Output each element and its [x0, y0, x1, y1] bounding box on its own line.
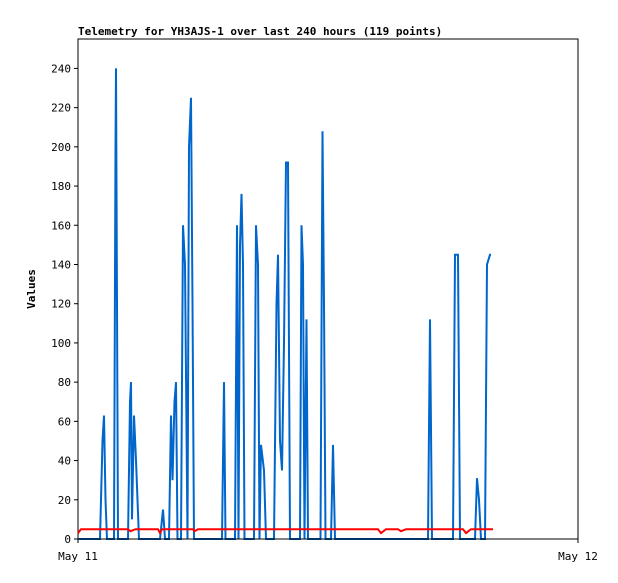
y-tick-label: 180	[51, 180, 71, 193]
y-tick-label: 0	[64, 533, 71, 546]
y-tick-label: 160	[51, 219, 71, 232]
y-axis-tick-labels: 0 20 40 60 80 100 120 140 160 180 200 220 240	[51, 62, 71, 546]
y-tick-label: 20	[58, 494, 71, 507]
x-tick-label: May 11	[58, 550, 98, 563]
y-tick-label: 40	[58, 455, 71, 468]
y-axis-ticks	[74, 67, 78, 540]
y-tick-label: 120	[51, 298, 71, 311]
y-tick-label: 220	[51, 102, 71, 115]
y-tick-label: 60	[58, 415, 71, 428]
y-tick-label: 240	[51, 62, 71, 75]
series-line	[77, 528, 493, 536]
y-tick-label: 140	[51, 258, 71, 271]
chart-title: Telemetry for YH3AJS-1 over last 240 hou…	[78, 25, 442, 38]
y-tick-label: 200	[51, 141, 71, 154]
y-tick-label: 80	[58, 376, 71, 389]
x-tick-label: May 12	[558, 550, 598, 563]
y-tick-label: 100	[51, 337, 71, 350]
series-layer	[77, 68, 493, 540]
x-axis-tick-labels: May 11 May 12	[58, 539, 598, 563]
y-axis-label: Values	[25, 269, 38, 309]
